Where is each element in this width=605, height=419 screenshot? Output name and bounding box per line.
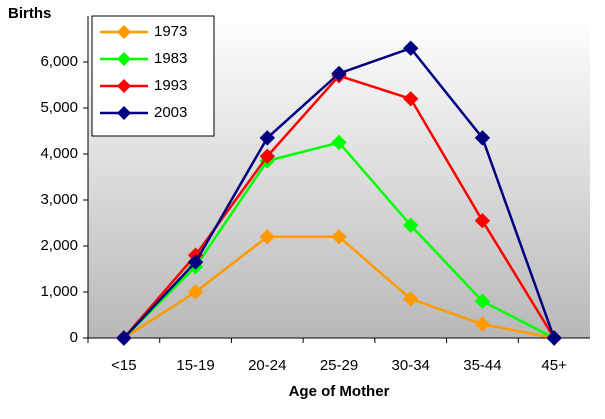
y-axis-title: Births <box>8 5 51 22</box>
x-tick-label: 25-29 <box>320 357 358 374</box>
point <box>474 316 491 332</box>
y-tick-label: 5,000 <box>40 99 78 116</box>
y-tick-label: 4,000 <box>40 145 78 162</box>
point <box>187 284 204 300</box>
x-tick-label: 15-19 <box>176 357 214 374</box>
legend-marker <box>117 52 131 66</box>
x-tick-label: 45+ <box>541 357 567 374</box>
legend-marker <box>117 106 131 120</box>
x-tick-label: 35-44 <box>463 357 501 374</box>
y-tick-label: 3,000 <box>40 191 78 208</box>
point <box>474 212 491 229</box>
point <box>116 330 132 346</box>
point <box>403 291 419 307</box>
x-tick-label: 20-24 <box>248 357 286 374</box>
point <box>331 134 347 151</box>
point <box>403 91 419 107</box>
y-tick-label: 2,000 <box>40 237 78 254</box>
legend-label: 1993 <box>154 77 187 94</box>
legend-label: 1983 <box>154 50 187 67</box>
point <box>331 65 347 82</box>
point <box>474 130 491 146</box>
x-tick-label: <15 <box>111 357 136 374</box>
legend-box <box>91 15 215 137</box>
legend-label: 1973 <box>154 23 187 40</box>
x-axis-title: Age of Mother <box>289 383 390 400</box>
legend-label: 2003 <box>154 104 187 121</box>
point <box>187 254 204 270</box>
x-tick-label: 30-34 <box>392 357 430 374</box>
y-tick-label: 0 <box>70 329 78 346</box>
point <box>331 229 347 245</box>
point <box>403 40 419 56</box>
point <box>546 330 562 346</box>
point <box>474 293 491 309</box>
legend-marker <box>117 25 131 39</box>
point <box>259 229 275 245</box>
y-tick-label: 1,000 <box>40 283 78 300</box>
y-tick-label: 6,000 <box>40 53 78 70</box>
point <box>403 217 419 234</box>
legend-marker <box>117 79 131 93</box>
point <box>259 148 275 165</box>
point <box>259 130 275 146</box>
